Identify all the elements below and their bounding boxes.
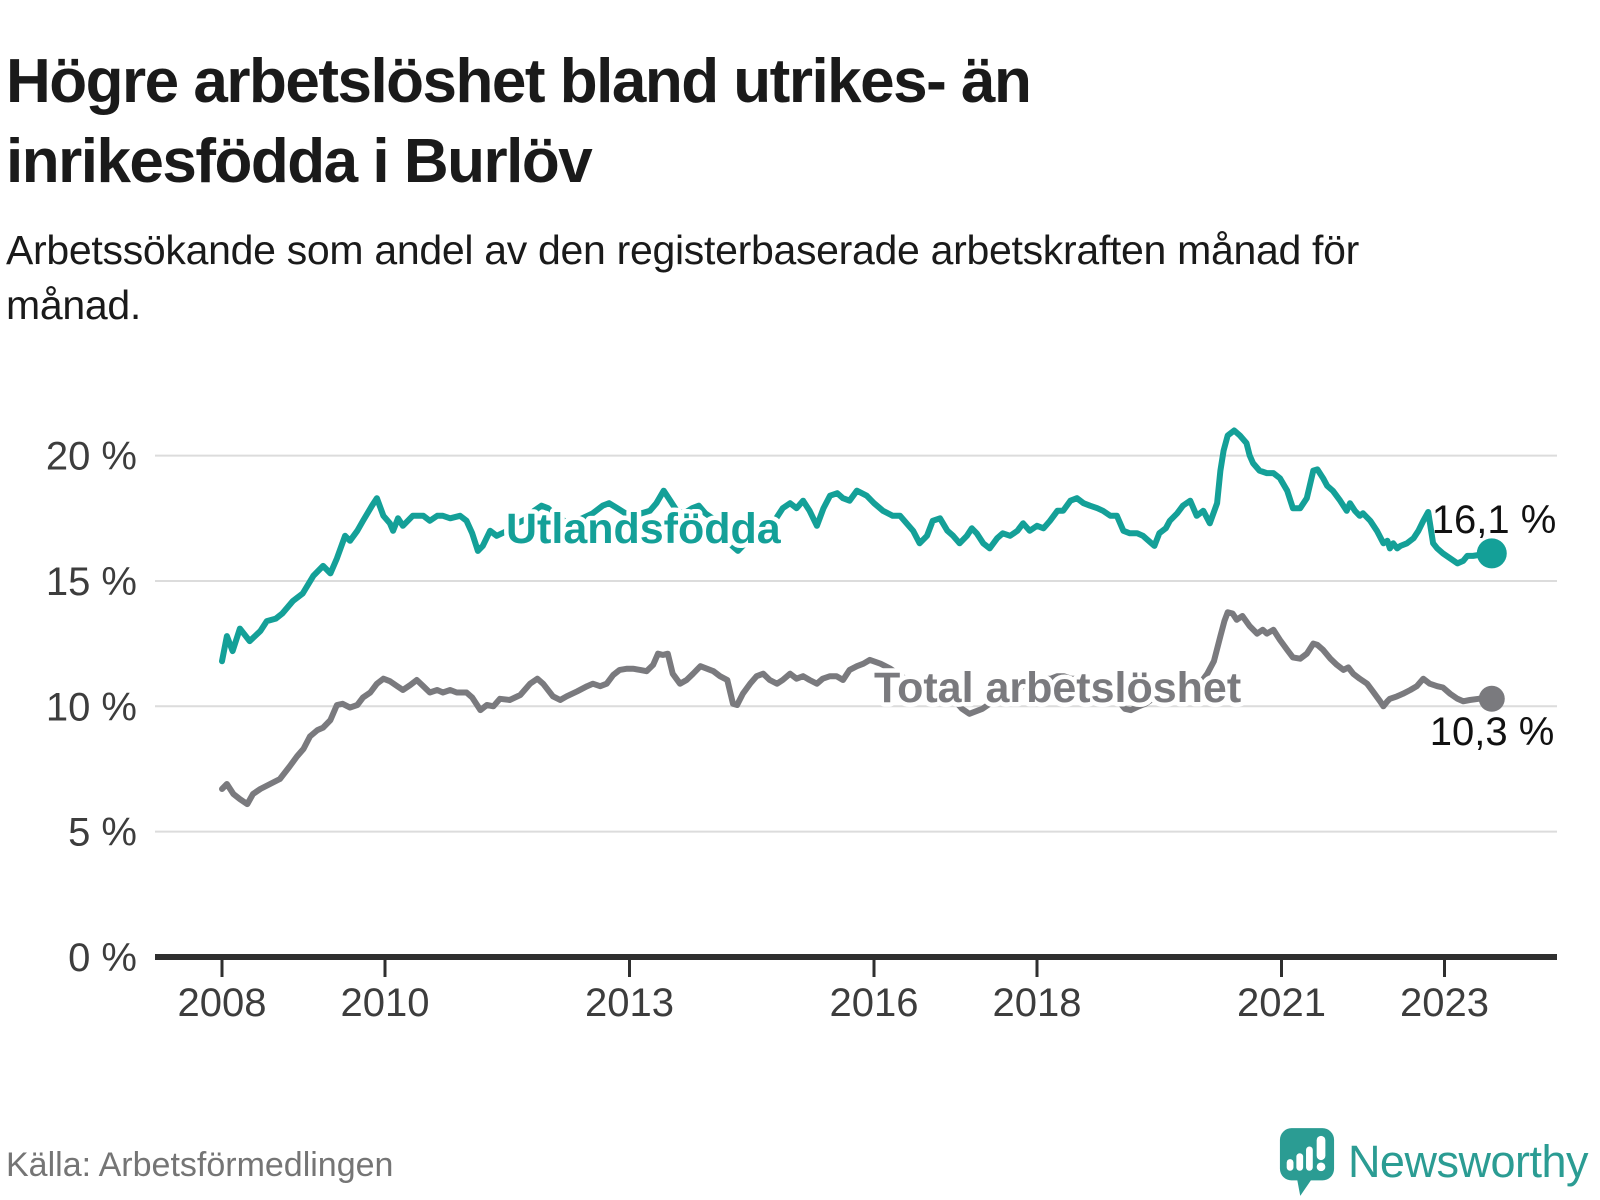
x-axis-label-2021: 2021 bbox=[1237, 981, 1326, 1025]
x-axis-label-2018: 2018 bbox=[993, 981, 1082, 1025]
x-axis-label-2008: 2008 bbox=[178, 981, 267, 1025]
y-axis-label-0: 0 % bbox=[68, 936, 137, 980]
series-line-total bbox=[219, 609, 1495, 808]
page-title: Högre arbetslöshet bland utrikes- än inr… bbox=[6, 46, 1032, 197]
series-label-total: Total arbetslöshet bbox=[874, 664, 1241, 712]
x-axis-label-2010: 2010 bbox=[341, 981, 430, 1025]
series-end-dot-total bbox=[1478, 685, 1505, 712]
chart-subtitle: Arbetssökande som andel av den registerb… bbox=[6, 227, 1360, 328]
newsworthy-wordmark: Newsworthy bbox=[1347, 1136, 1589, 1187]
x-axis-label-2023: 2023 bbox=[1400, 981, 1489, 1025]
x-axis-label-2016: 2016 bbox=[830, 981, 919, 1025]
y-axis-label-15: 15 % bbox=[46, 560, 137, 604]
source-note: Källa: Arbetsförmedlingen bbox=[6, 1146, 394, 1184]
y-axis-label-20: 20 % bbox=[46, 435, 137, 479]
value-label-utlandsfodda: 16,1 % bbox=[1432, 498, 1557, 542]
series-line-utlandsfodda bbox=[219, 427, 1495, 665]
value-label-total: 10,3 % bbox=[1430, 710, 1555, 754]
x-axis-label-2013: 2013 bbox=[585, 981, 674, 1025]
newsworthy-bubble-chart-icon bbox=[1279, 1128, 1335, 1196]
y-axis-label-5: 5 % bbox=[68, 811, 137, 855]
series-label-utlandsfodda: Utlandsfödda bbox=[506, 505, 782, 553]
newsworthy-logo: Newsworthy bbox=[1278, 1126, 1589, 1198]
series-end-dot-utlandsfodda bbox=[1476, 538, 1507, 569]
y-axis-label-10: 10 % bbox=[46, 685, 137, 729]
